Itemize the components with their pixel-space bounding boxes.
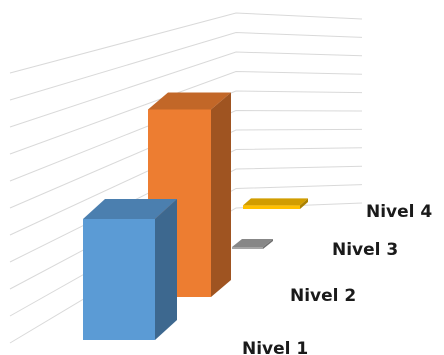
bar-front-face [232, 247, 263, 249]
bar-side-face [211, 92, 231, 297]
bar-side-face [155, 199, 177, 340]
gridline [9, 70, 363, 155]
bar-top-face [243, 198, 308, 206]
category-label: Nivel 4 [366, 202, 432, 222]
bar-front-face [243, 205, 300, 209]
bar-nivel-4 [243, 198, 308, 209]
bar-nivel-1 [83, 199, 177, 340]
gridline [9, 51, 363, 128]
category-labels: Nivel 1 Nivel 2 Nivel 3 Nivel 4 [242, 202, 432, 355]
bar-side-face [300, 198, 308, 209]
category-label: Nivel 1 [242, 339, 308, 355]
gridline [9, 12, 363, 74]
category-label: Nivel 3 [332, 240, 398, 260]
gridline [9, 31, 363, 101]
bar-nivel-3 [232, 239, 273, 249]
bars [83, 92, 308, 340]
gridline [9, 128, 363, 236]
bar-nivel-2 [148, 92, 231, 297]
bar-top-face [83, 199, 177, 219]
bar-side-face [263, 239, 273, 249]
bar-top-face [232, 239, 273, 247]
bar-front-face [83, 219, 155, 340]
gridline [9, 109, 363, 209]
bar-top-face [148, 92, 231, 110]
category-label: Nivel 2 [290, 286, 356, 306]
gridline [9, 90, 363, 182]
